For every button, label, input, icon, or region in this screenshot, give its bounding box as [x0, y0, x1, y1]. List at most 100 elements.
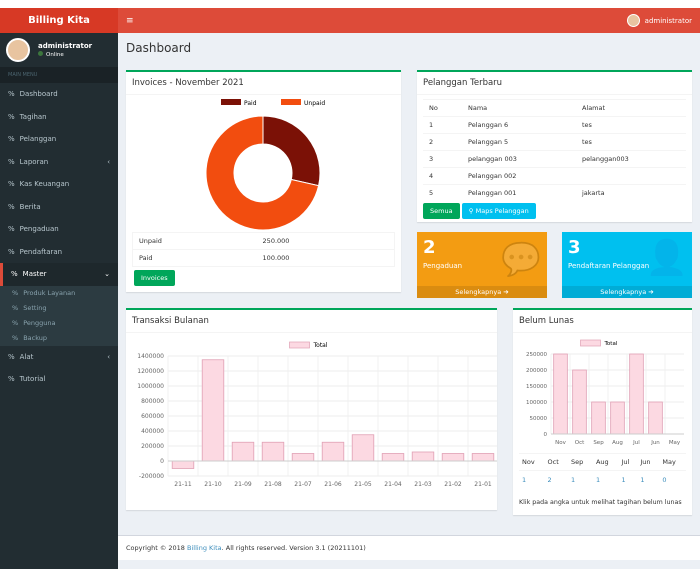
y-tick-label: -200000 — [139, 473, 164, 480]
y-tick-label: 1000000 — [137, 383, 164, 390]
sidebar-item-kas-keuangan[interactable]: % Kas Keuangan — [0, 173, 118, 196]
bar-Nov — [553, 353, 568, 435]
bar-21-11 — [171, 460, 195, 469]
label: Pengaduan — [19, 225, 59, 234]
x-tick-label: 21-06 — [324, 481, 342, 488]
table-row: 1 Pelanggan 6 tes — [423, 116, 686, 134]
cell: Pelanggan 6 — [462, 116, 576, 134]
stat-label: Pengaduan — [423, 262, 463, 270]
month-header: Oct — [544, 453, 569, 471]
link-icon: % — [8, 135, 15, 144]
pie-slice-paid — [262, 115, 321, 187]
sidebar-item-pengguna[interactable]: % Pengguna — [0, 316, 118, 331]
x-tick-label: 21-02 — [444, 481, 462, 488]
sidebar-item-tagihan[interactable]: % Tagihan — [0, 106, 118, 129]
count-link[interactable]: 1 — [618, 470, 638, 489]
sidebar-item-backup[interactable]: % Backup — [0, 331, 118, 346]
bar-21-04 — [381, 453, 405, 462]
sidebar-item-dashboard[interactable]: % Dashboard — [0, 83, 118, 106]
count-link[interactable]: 0 — [659, 470, 686, 489]
footer-link[interactable]: Billing Kita — [187, 544, 222, 552]
legend-swatch — [281, 99, 301, 105]
cell: pelanggan 003 — [462, 150, 576, 168]
sidebar-item-master[interactable]: % Master ⌄ — [0, 263, 118, 286]
maps-pelanggan-button[interactable]: ⚲ Maps Pelanggan — [461, 203, 536, 219]
y-tick-label: 150000 — [526, 384, 547, 390]
sidebar-item-alat[interactable]: % Alat ‹ — [0, 346, 118, 369]
column-header: Alamat — [575, 99, 686, 117]
column-header: No — [423, 99, 462, 117]
x-tick-label: 21-04 — [384, 481, 402, 488]
stat-number: 3 — [568, 237, 581, 258]
count-link[interactable]: 1 — [592, 470, 619, 489]
table-row: Unpaid 250.000 — [132, 232, 395, 250]
sidebar-item-produk-layanan[interactable]: % Produk Layanan — [0, 286, 118, 301]
cell: jakarta — [575, 184, 686, 201]
link-icon: % — [12, 319, 19, 327]
bar-21-07 — [291, 453, 315, 462]
user-plus-icon: 👤 — [645, 238, 688, 278]
table-row: 5 Pelanggan 001 jakarta — [423, 184, 686, 201]
link-icon: % — [8, 202, 15, 211]
sidebar-item-laporan[interactable]: % Laporan ‹ — [0, 151, 118, 174]
user-menu[interactable]: administrator — [626, 14, 692, 27]
sidebar-item-berita[interactable]: % Berita — [0, 196, 118, 219]
cell: 5 — [423, 184, 462, 201]
y-tick-label: 0 — [544, 432, 548, 438]
page-title: Dashboard — [126, 41, 192, 55]
legend-label: Paid — [244, 100, 257, 107]
bar-21-02 — [441, 453, 465, 462]
link-icon: % — [8, 375, 15, 384]
semua-button[interactable]: Semua — [423, 203, 460, 219]
sidebar-item-setting[interactable]: % Setting — [0, 301, 118, 316]
map-marker-icon: ⚲ — [468, 207, 476, 215]
x-tick-label: 21-10 — [204, 481, 222, 488]
x-tick-label: 21-07 — [294, 481, 312, 488]
pendaftaran-stat: 3 Pendaftaran Pelanggan 👤 Selengkapnya ➔ — [562, 232, 692, 298]
count-link[interactable]: 1 — [519, 470, 545, 489]
label: Paid — [132, 249, 257, 267]
link-icon: % — [12, 304, 19, 312]
avatar — [6, 38, 30, 62]
sidebar-item-pendaftaran[interactable]: % Pendaftaran — [0, 241, 118, 264]
legend-swatch — [221, 99, 241, 105]
count-link[interactable]: 2 — [544, 470, 569, 489]
x-tick-label: 21-03 — [414, 481, 432, 488]
hamburger-icon[interactable]: ≡ — [126, 15, 134, 26]
x-tick-label: 21-09 — [234, 481, 252, 488]
user-panel: administrator Online — [0, 33, 118, 67]
cell: Pelanggan 5 — [462, 133, 576, 151]
label: Pengguna — [23, 319, 56, 327]
cell: pelanggan003 — [575, 150, 686, 168]
sidebar-item-tutorial[interactable]: % Tutorial — [0, 368, 118, 391]
link-icon: % — [8, 225, 15, 234]
app-logo[interactable]: Billing Kita — [0, 8, 118, 33]
cell: Pelanggan 002 — [462, 167, 576, 185]
sidebar-item-pelanggan[interactable]: % Pelanggan — [0, 128, 118, 151]
online-icon — [38, 51, 43, 56]
more-link[interactable]: Selengkapnya ➔ — [562, 286, 692, 298]
table-row: 3 pelanggan 003 pelanggan003 — [423, 150, 686, 168]
bar-Jul — [629, 353, 644, 435]
month-header: May — [659, 453, 686, 471]
invoices-button[interactable]: Invoices — [134, 270, 175, 286]
bar-21-09 — [231, 441, 255, 462]
more-link[interactable]: Selengkapnya ➔ — [417, 286, 547, 298]
link-icon: % — [12, 334, 19, 342]
count-link[interactable]: 1 — [637, 470, 660, 489]
link-icon: % — [8, 352, 15, 361]
label: Maps Pelanggan — [475, 207, 529, 215]
count-link[interactable]: 1 — [568, 470, 593, 489]
sidebar-item-pengaduan[interactable]: % Pengaduan — [0, 218, 118, 241]
x-tick-label: Jun — [650, 440, 660, 446]
y-tick-label: 400000 — [141, 428, 164, 435]
bar-Sep — [591, 401, 606, 435]
cell: 4 — [423, 167, 462, 185]
label: Pendaftaran — [19, 247, 63, 256]
caret-icon: ⌄ — [104, 270, 110, 279]
bar-Aug — [610, 401, 625, 435]
y-tick-label: 0 — [160, 458, 164, 465]
box-title: Invoices - November 2021 — [126, 72, 401, 95]
label: Unpaid — [132, 232, 257, 250]
invoice-pie-chart: Paid Unpaid — [205, 99, 325, 231]
